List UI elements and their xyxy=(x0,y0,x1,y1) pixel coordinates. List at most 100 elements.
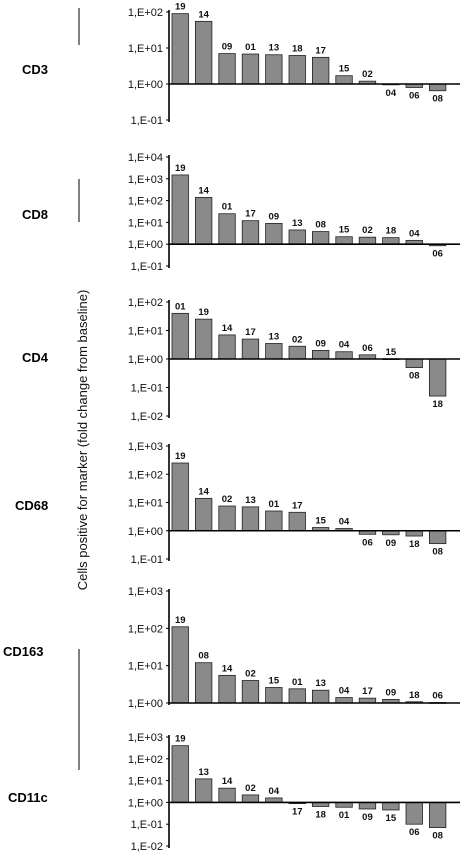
panel-cd3: 1,E+02 1,E+01 1,E+00 1,E-01 19 14 09 01 13 18 17 15… xyxy=(128,2,460,127)
bar-label: 13 xyxy=(292,218,303,229)
tick-label: 1,E-01 xyxy=(131,554,163,566)
bar-label: 15 xyxy=(386,347,397,358)
bar-label: 14 xyxy=(198,185,209,196)
tick-label: 1,E+00 xyxy=(128,526,163,538)
bar xyxy=(218,53,236,85)
bar-label: 04 xyxy=(269,786,280,797)
bar-label: 18 xyxy=(409,690,420,701)
panel-title-cd8: CD8 xyxy=(22,207,48,222)
panel-title-cd68: CD68 xyxy=(15,498,48,513)
bar-label: 17 xyxy=(245,327,256,338)
tick-label: 1,E+01 xyxy=(128,43,163,55)
bar xyxy=(288,55,306,85)
bar xyxy=(171,745,189,803)
tick-label: 1,E+00 xyxy=(128,698,163,710)
bar xyxy=(382,237,400,245)
bar xyxy=(265,54,283,85)
tick-label: 1,E+02 xyxy=(128,196,163,208)
panel-title-cd3: CD3 xyxy=(22,62,48,77)
tick-label: 1,E+00 xyxy=(128,354,163,366)
panel-cd68: 1,E+03 1,E+02 1,E+01 1,E+00 1,E-01 19 14 02 13 01… xyxy=(128,441,460,566)
bar xyxy=(288,511,306,532)
bar xyxy=(241,338,260,360)
bar xyxy=(428,358,447,397)
bar-label: 18 xyxy=(409,539,420,550)
bar xyxy=(194,662,213,704)
bar-label: 04 xyxy=(409,228,420,239)
bar-label: 14 xyxy=(198,9,209,20)
bar xyxy=(194,197,213,245)
bar xyxy=(265,687,283,704)
bar xyxy=(241,220,260,245)
tick-label: 1,E+02 xyxy=(128,623,163,635)
tick-label: 1,E-02 xyxy=(131,411,163,423)
bar-label: 13 xyxy=(315,678,326,689)
tick-label: 1,E+04 xyxy=(128,152,163,164)
bar xyxy=(311,56,330,85)
bar-label: 02 xyxy=(245,669,256,680)
tick-label: 1,E+03 xyxy=(128,174,163,186)
tick-label: 1,E-01 xyxy=(131,115,163,127)
panels-layer: 1,E+02 1,E+01 1,E+00 1,E-01 19 14 09 01 13 18 17 15… xyxy=(128,2,460,853)
bar-label: 06 xyxy=(362,343,373,354)
tick-label: 1,E+01 xyxy=(128,498,163,510)
tick-label: 1,E+01 xyxy=(128,326,163,338)
tick-label: 1,E+01 xyxy=(128,217,163,229)
bar-label: 02 xyxy=(362,225,373,236)
bar xyxy=(218,674,236,704)
bar-label: 15 xyxy=(339,225,350,236)
bar-label: 01 xyxy=(339,810,350,821)
tick-label: 1,E+01 xyxy=(128,776,163,788)
bar xyxy=(218,213,236,245)
bar xyxy=(218,505,236,532)
tick-label: 1,E+03 xyxy=(128,586,163,598)
bar-label: 18 xyxy=(292,43,303,54)
bar xyxy=(171,13,189,85)
tick-label: 1,E+03 xyxy=(128,732,163,744)
bar-label: 14 xyxy=(222,663,233,674)
bar-label: 18 xyxy=(386,226,397,237)
bar xyxy=(241,53,260,85)
bar xyxy=(288,345,306,360)
tick-label: 1,E+03 xyxy=(128,441,163,453)
bar xyxy=(171,462,189,532)
bar-label: 01 xyxy=(269,499,280,510)
tick-label: 1,E-01 xyxy=(131,261,163,273)
tick-label: 1,E-02 xyxy=(131,841,163,853)
tick-label: 1,E+01 xyxy=(128,661,163,673)
bar-label: 09 xyxy=(222,42,233,53)
tick-label: 1,E-01 xyxy=(131,383,163,395)
bar xyxy=(335,236,353,245)
bar-label: 06 xyxy=(409,90,420,101)
bar-label: 04 xyxy=(339,517,350,528)
bar-label: 19 xyxy=(175,734,186,745)
bar xyxy=(265,510,283,532)
bar-label: 19 xyxy=(175,163,186,174)
bar-label: 14 xyxy=(222,323,233,334)
bar-label: 15 xyxy=(386,813,397,824)
bar-label: 14 xyxy=(222,776,233,787)
tick-label: 1,E+02 xyxy=(128,469,163,481)
bar-label: 06 xyxy=(432,691,443,702)
tick-label: 1,E-01 xyxy=(131,819,163,831)
bar-label: 04 xyxy=(339,686,350,697)
bar-label: 19 xyxy=(198,307,209,318)
bar-label: 19 xyxy=(175,2,186,13)
panel-title-cd163: CD163 xyxy=(3,644,43,659)
bar xyxy=(428,530,447,545)
bar-label: 13 xyxy=(198,767,209,778)
bar-label: 01 xyxy=(292,677,303,688)
bar xyxy=(358,802,377,810)
bar xyxy=(405,358,423,368)
bar-label: 02 xyxy=(292,334,303,345)
bar xyxy=(171,626,189,704)
bar xyxy=(335,75,353,85)
bar xyxy=(288,229,306,245)
bar-label: 19 xyxy=(175,451,186,462)
bar-label: 06 xyxy=(432,249,443,260)
bar xyxy=(241,680,260,704)
bar-label: 17 xyxy=(292,807,303,818)
bar xyxy=(171,312,189,360)
bar-label: 17 xyxy=(245,209,256,220)
